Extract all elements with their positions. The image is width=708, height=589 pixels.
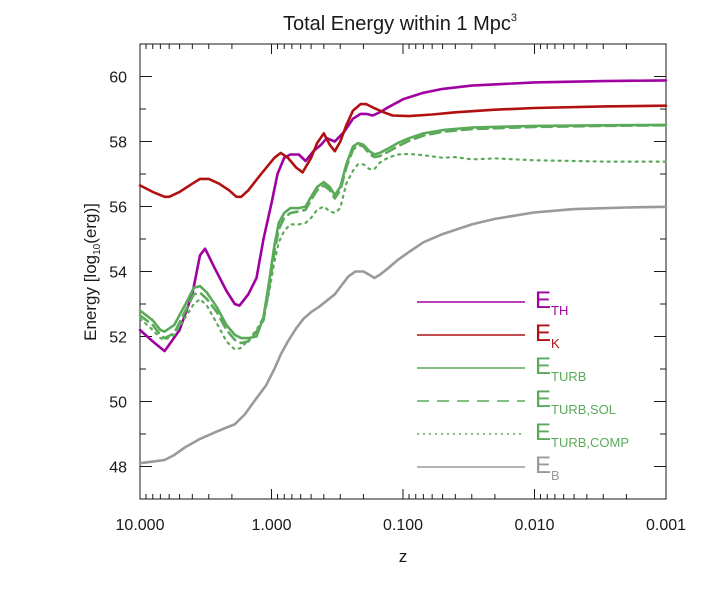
- series-line-ek: [138, 102, 668, 199]
- y-tick-label: 56: [109, 200, 127, 217]
- x-axis-label: z: [399, 547, 408, 566]
- x-tick-labels: 10.000 1.000 0.100 0.010 0.001: [116, 517, 687, 534]
- x-tick-label: 1.000: [251, 517, 291, 534]
- series-line-eturb_comp: [138, 152, 668, 351]
- y-tick-label: 52: [109, 330, 127, 347]
- y-tick-label: 60: [109, 70, 127, 87]
- y-tick-label: 48: [109, 460, 127, 477]
- series-line-eturb_sol: [138, 124, 668, 345]
- legend-label-eth: ETH: [535, 287, 568, 318]
- legend-label-eturb: ETURB: [535, 353, 586, 384]
- series-line-eb: [138, 205, 668, 465]
- y-tick-label: 58: [109, 135, 127, 152]
- chart-title: Total Energy within 1 Mpc3: [283, 12, 517, 35]
- y-axis-label-end: (erg)]: [81, 203, 100, 244]
- y-tick-labels: 48 50 52 54 56 58 60: [109, 70, 127, 477]
- legend-label-eturb_sol: ETURB,SOL: [535, 386, 616, 417]
- x-tick-label: 0.100: [383, 517, 423, 534]
- y-axis-label-main: Energy [log: [81, 255, 100, 341]
- chart-title-text: Total Energy within 1 Mpc: [283, 13, 511, 35]
- chart-title-superscript: 3: [511, 12, 517, 24]
- y-tick-label: 50: [109, 395, 127, 412]
- series-line-eturb: [138, 123, 668, 340]
- series-lines: [138, 79, 668, 465]
- legend-label-eturb_comp: ETURB,COMP: [535, 419, 629, 450]
- x-tick-label: 0.001: [646, 517, 686, 534]
- axis-ticks: [140, 43, 667, 500]
- legend-label-ek: EK: [535, 320, 560, 351]
- y-axis-label: Energy [log10(erg)]: [81, 203, 103, 341]
- minor-ticks: [140, 43, 666, 500]
- major-ticks: [140, 44, 667, 499]
- series-line-eth: [138, 79, 668, 353]
- legend-label-eb: EB: [535, 452, 560, 483]
- y-axis-label-subscript: 10: [92, 243, 103, 255]
- x-tick-label: 0.010: [514, 517, 554, 534]
- y-tick-label: 54: [109, 265, 127, 282]
- x-tick-label: 10.000: [116, 517, 165, 534]
